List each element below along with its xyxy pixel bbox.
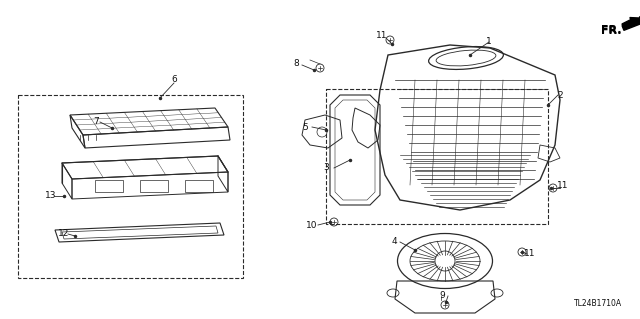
Text: 3: 3 [323,164,329,173]
Bar [140,180,168,192]
Bar [185,180,213,192]
Text: 9: 9 [439,292,445,300]
Bar [326,89,548,224]
Bar [18,95,243,278]
Text: 5: 5 [302,122,308,131]
FancyArrow shape [622,18,639,28]
Text: 8: 8 [293,58,299,68]
Text: 1: 1 [486,38,492,47]
Text: FR.: FR. [601,26,621,36]
FancyArrow shape [622,17,640,30]
Text: 10: 10 [307,220,317,229]
Text: TL24B1710A: TL24B1710A [574,299,622,308]
Text: 4: 4 [391,238,397,247]
Text: 11: 11 [557,181,569,189]
Text: FR.: FR. [601,25,621,35]
Text: 6: 6 [171,76,177,85]
Text: 11: 11 [524,249,536,258]
Text: 12: 12 [58,229,70,239]
Bar [95,180,123,192]
Text: 11: 11 [376,32,388,41]
Text: 7: 7 [93,117,99,127]
Text: 13: 13 [45,191,57,201]
Text: 2: 2 [557,91,563,100]
